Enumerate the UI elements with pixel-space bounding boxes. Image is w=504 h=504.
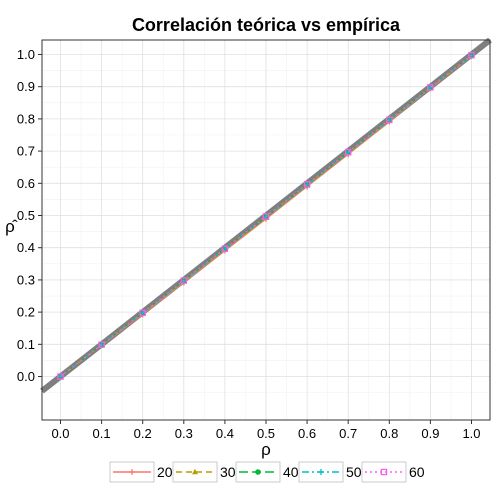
data-point-60: [303, 181, 311, 188]
data-point-60: [386, 116, 393, 124]
data-point-60: [262, 213, 270, 220]
x-tick-label: 0.2: [134, 426, 152, 441]
legend-item-60: 60: [361, 461, 425, 483]
y-tick-label: 0.3: [17, 272, 35, 287]
data-point-60: [468, 51, 475, 59]
legend: 20 30 40 50 60: [109, 461, 425, 483]
legend-item-30: 30: [172, 461, 236, 483]
y-tick-label: 1.0: [17, 47, 35, 62]
data-point-60: [57, 373, 64, 380]
legend-key-marker: [255, 469, 261, 475]
data-point-60: [427, 84, 434, 91]
panel-border: [41, 39, 491, 421]
legend-item-40: 40: [235, 461, 299, 483]
chart-title: Correlación teórica vs empírica: [132, 15, 401, 35]
y-tick-label: 0.6: [17, 176, 35, 191]
x-tick-label: 0.1: [93, 426, 111, 441]
y-tick-label: 0.7: [17, 144, 35, 159]
legend-label: 20: [157, 464, 173, 480]
legend-label: 60: [409, 464, 425, 480]
y-tick-label: 0.8: [17, 111, 35, 126]
x-tick-label: 0.0: [51, 426, 69, 441]
x-axis-title: ρ: [261, 440, 271, 459]
y-tick-label: 0.9: [17, 79, 35, 94]
legend-key-marker: [192, 468, 198, 475]
x-tick-label: 0.6: [298, 426, 316, 441]
data-point-60: [221, 245, 229, 252]
data-point-60: [139, 309, 146, 317]
x-tick-label: 0.3: [175, 426, 193, 441]
x-tick-label: 0.8: [380, 426, 398, 441]
y-axis-title: ρ̂: [5, 217, 18, 236]
legend-key-marker: [380, 468, 388, 476]
legend-item-20: 20: [109, 461, 173, 483]
legend-key-marker: [129, 469, 135, 475]
plot-area: 0.0 0.1 0.2 0.3 0.4 0.5 0.6 0.7 0.8 0.9 1.0 0.0 0.1 0…: [17, 37, 492, 441]
legend-label: 40: [283, 464, 299, 480]
y-tick-label: 0.5: [17, 208, 35, 223]
data-point-60: [344, 148, 352, 156]
data-point-60: [180, 277, 188, 284]
y-tick-label: 0.1: [17, 337, 35, 352]
legend-label: 30: [220, 464, 236, 480]
y-tick-label: 0.4: [17, 240, 35, 255]
legend-key-box: [361, 461, 407, 483]
legend-key-marker: [318, 469, 324, 475]
x-tick-label: 1.0: [462, 426, 480, 441]
legend-label: 50: [346, 464, 362, 480]
data-point-60: [98, 341, 105, 348]
x-tick-label: 0.7: [339, 426, 357, 441]
series-line-60: [60, 54, 472, 378]
y-tick-label: 0.0: [17, 369, 35, 384]
legend-item-50: 50: [298, 461, 362, 483]
x-tick-label: 0.5: [257, 426, 275, 441]
x-tick-label: 0.9: [421, 426, 439, 441]
x-tick-label: 0.4: [216, 426, 234, 441]
y-tick-label: 0.2: [17, 305, 35, 320]
